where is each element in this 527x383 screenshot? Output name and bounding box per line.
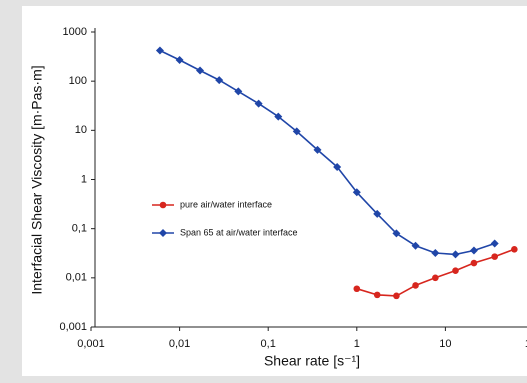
data-point	[274, 112, 283, 121]
y-tick-label: 0,001	[59, 321, 87, 333]
chart-panel	[22, 6, 527, 376]
x-tick-label: 0,1	[261, 338, 276, 350]
data-point	[491, 253, 498, 260]
legend-label: Span 65 at air/water interface	[180, 227, 298, 237]
y-tick-label: 1000	[63, 26, 87, 38]
y-tick-label: 10	[75, 124, 87, 136]
data-point	[490, 239, 499, 248]
data-point	[469, 246, 478, 255]
x-tick-label: 0,01	[169, 338, 190, 350]
y-tick-label: 1	[81, 173, 87, 185]
data-point	[333, 162, 342, 171]
data-point	[292, 127, 301, 136]
data-point	[353, 285, 361, 293]
data-point	[411, 241, 420, 250]
data-point	[470, 259, 478, 267]
y-tick-label: 0,01	[66, 272, 87, 284]
x-tick-label: 100	[525, 338, 527, 350]
data-point	[412, 282, 419, 289]
y-axis-title: Interfacial Shear Viscosity [m·Pas·m]	[29, 65, 45, 294]
data-point	[196, 66, 205, 75]
y-tick-label: 100	[69, 75, 87, 87]
data-point	[373, 291, 381, 299]
data-point	[452, 267, 459, 274]
data-point	[431, 248, 440, 257]
data-point	[373, 209, 382, 218]
x-tick-label: 1	[354, 338, 360, 350]
data-point	[511, 246, 518, 253]
data-point	[313, 145, 322, 154]
data-point	[155, 46, 164, 55]
data-point	[254, 99, 263, 108]
data-point	[451, 250, 460, 259]
data-point	[175, 55, 184, 64]
legend-label: pure air/water interface	[180, 199, 272, 209]
data-point	[393, 292, 400, 300]
data-point	[215, 76, 224, 85]
x-tick-label: 10	[439, 338, 451, 350]
data-point	[352, 188, 361, 197]
data-point	[159, 201, 167, 209]
data-point	[432, 274, 439, 282]
data-point	[159, 229, 167, 237]
x-axis-title: Shear rate [s⁻¹]	[264, 353, 360, 369]
y-tick-label: 0,1	[72, 223, 87, 235]
x-tick-label: 0,001	[77, 338, 105, 350]
data-point	[392, 229, 401, 238]
data-point	[234, 87, 243, 96]
